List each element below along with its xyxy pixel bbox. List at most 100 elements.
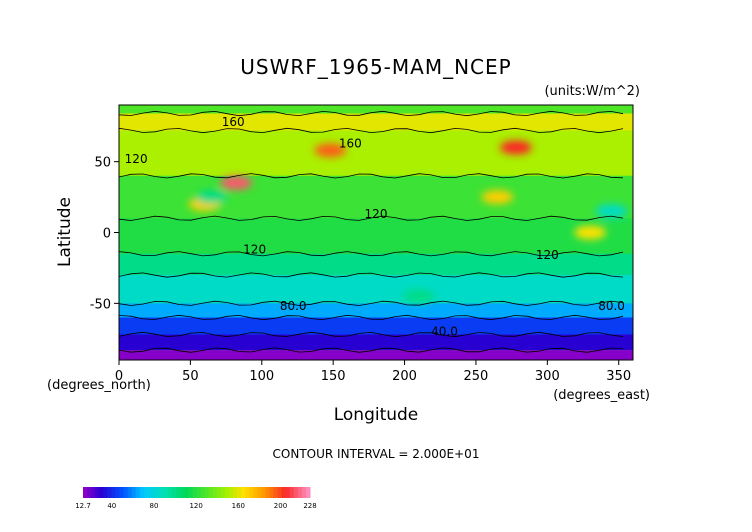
colorbar-tick-label: 12.7 [75,502,91,510]
colorbar-ticks: 12.7 40 80 120 160 200 228 [75,502,316,510]
contour-labels: 160 160 120 120 120 120 80.0 80.0 40.0 [125,115,625,339]
contour-label: 120 [536,248,559,262]
colorbar-swatch [224,487,230,498]
contour-line [119,272,624,278]
x-tick-label: 0 [115,369,123,384]
hotspot [402,289,435,304]
colorbar-swatch [257,487,262,498]
colorbar-swatch [192,487,197,498]
contour-label: 80.0 [598,299,625,313]
x-tick-label: 150 [321,369,346,384]
hotspot [314,143,347,158]
colorbar-swatch [143,487,149,498]
colorbar-tick-label: 80 [149,502,158,510]
colorbar-swatch [293,487,299,498]
contour-line [119,215,624,221]
colorbar [83,487,311,498]
colorbar-swatch [297,487,303,498]
colorbar-swatch [135,487,141,498]
y-tick-label: 0 [103,227,111,242]
x-tick-label: 100 [249,369,274,384]
colorbar-swatch [277,487,283,498]
hotspot [220,175,253,190]
y-axis-label: Latitude [55,197,75,267]
contour-line [119,314,624,321]
colorbar-swatch [212,487,218,498]
x-unit-label: (degrees_east) [553,388,650,403]
colorbar-swatch [147,487,153,498]
colorbar-tick-label: 200 [274,502,287,510]
contour-line [119,347,624,353]
colorbar-swatch [220,487,226,498]
hotspots [188,140,628,304]
y-axis-ticks: -50 0 50 [90,156,119,312]
x-tick-label: 200 [392,369,417,384]
contour-label: 120 [243,243,266,257]
plot-area [119,105,633,360]
hotspot [574,225,607,240]
contour-label: 80.0 [280,299,307,313]
colorbar-swatch [281,487,287,498]
colorbar-swatch [253,487,258,498]
colorbar-swatch [160,487,165,498]
colorbar-swatch [241,487,246,498]
latitude-bands [119,105,633,360]
colorbar-swatch [111,487,116,498]
colorbar-swatch [216,487,222,498]
colorbar-swatch [131,487,137,498]
latitude-band [119,275,633,304]
colorbar-swatch [269,487,275,498]
latitude-band [119,317,633,335]
colorbar-tick-label: 160 [232,502,245,510]
contour-label: 160 [339,136,362,150]
x-tick-label: 250 [464,369,489,384]
colorbar-swatch [180,487,185,498]
contour-label: 40.0 [431,325,458,339]
contour-interval-text: CONTOUR INTERVAL = 2.000E+01 [273,447,480,461]
contour-line [119,127,624,134]
latitude-band [119,105,633,114]
colorbar-swatch [188,487,193,498]
colorbar-swatch [285,487,291,498]
colorbar-swatch [301,487,307,498]
x-tick-label: 50 [182,369,199,384]
colorbar-tick-label: 40 [107,502,116,510]
latitude-band [119,303,633,318]
contour-line [119,173,624,179]
colorbar-swatch [273,487,279,498]
colorbar-swatch [115,487,120,498]
x-tick-label: 350 [606,369,631,384]
colorbar-swatch [91,487,96,498]
colorbar-swatch [261,487,266,498]
colorbar-swatch [200,487,206,498]
colorbar-swatch [123,487,129,498]
hotspot [195,190,228,205]
colorbar-swatch [208,487,214,498]
hotspot [499,140,532,155]
hotspot [481,190,514,205]
colorbar-swatch [103,487,108,498]
colorbar-swatch [305,487,311,498]
colorbar-swatch [107,487,112,498]
colorbar-swatch [228,487,234,498]
chart-title: USWRF_1965-MAM_NCEP [240,55,511,79]
contour-line [119,110,624,117]
colorbar-swatch [127,487,133,498]
latitude-band [119,253,633,275]
latitude-band [119,218,633,254]
contour-label: 120 [125,152,148,166]
colorbar-swatch [232,487,238,498]
colorbar-swatch [265,487,270,498]
y-tick-label: 50 [94,156,111,171]
latitude-band [119,350,633,360]
colorbar-swatch [237,487,242,498]
colorbar-swatch [204,487,210,498]
contour-lines [119,110,624,353]
latitude-band [119,130,633,176]
colorbar-swatch [151,487,157,498]
colorbar-swatch [176,487,181,498]
contour-line [119,331,624,338]
colorbar-swatch [155,487,161,498]
colorbar-swatch [83,487,88,498]
